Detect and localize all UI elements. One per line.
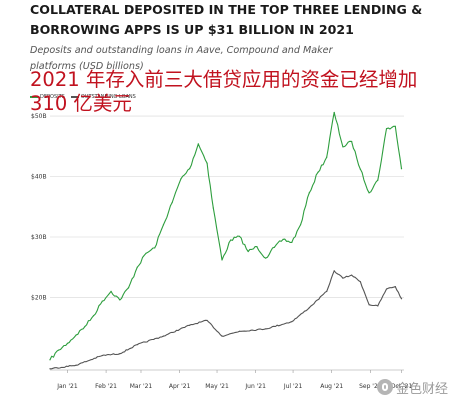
data-point-deposits: [394, 125, 396, 127]
y-tick-label: $50B: [31, 113, 47, 120]
data-point-deposits: [127, 287, 130, 289]
data-point-outstanding-loans: [400, 298, 403, 300]
data-point-deposits: [75, 334, 77, 336]
y-tick-label: $30B: [31, 234, 47, 241]
legend-swatch-deposits: [30, 96, 38, 98]
x-tick-label: Feb '21: [95, 383, 117, 390]
data-point-deposits: [333, 111, 335, 114]
data-point-deposits: [247, 250, 249, 253]
data-point-deposits: [400, 168, 403, 170]
data-point-deposits: [84, 325, 86, 328]
data-point-deposits: [385, 128, 388, 130]
data-point-deposits: [212, 207, 214, 209]
data-point-deposits: [110, 290, 112, 292]
data-point-outstanding-loans: [326, 290, 328, 292]
legend-item-deposits: DEPOSITS: [30, 94, 65, 100]
x-tick-label: Jun '21: [244, 383, 266, 390]
watermark-logo-icon: [376, 379, 393, 395]
data-point-deposits: [291, 241, 293, 244]
data-point-outstanding-loans: [308, 307, 310, 309]
data-point-deposits: [230, 239, 232, 241]
data-point-deposits: [136, 266, 138, 268]
data-point-deposits: [58, 349, 60, 351]
data-point-deposits: [49, 359, 51, 361]
data-point-deposits: [368, 192, 370, 194]
data-point-outstanding-loans: [291, 321, 293, 323]
x-tick-label: Aug '21: [320, 383, 343, 390]
data-point-deposits: [197, 143, 199, 145]
data-point-deposits: [171, 201, 173, 204]
data-point-outstanding-loans: [49, 368, 51, 370]
data-point-deposits: [282, 238, 284, 240]
data-point-outstanding-loans: [221, 335, 223, 337]
data-point-deposits: [162, 224, 165, 226]
data-point-outstanding-loans: [265, 328, 267, 330]
x-tick-label: Jan '21: [56, 383, 78, 390]
data-point-deposits: [256, 246, 258, 248]
data-point-deposits: [265, 257, 267, 259]
data-point-deposits: [273, 246, 275, 248]
data-point-outstanding-loans: [189, 324, 191, 326]
data-point-deposits: [238, 235, 241, 237]
data-point-outstanding-loans: [75, 364, 77, 366]
data-point-outstanding-loans: [238, 330, 241, 332]
series-line-deposits: [49, 111, 403, 361]
data-point-outstanding-loans: [119, 353, 121, 355]
data-point-deposits: [299, 224, 302, 226]
data-point-outstanding-loans: [368, 304, 370, 306]
data-point-deposits: [342, 146, 344, 148]
data-point-deposits: [221, 259, 223, 261]
data-point-outstanding-loans: [162, 335, 165, 337]
data-point-deposits: [206, 162, 208, 164]
data-point-deposits: [308, 192, 310, 194]
data-point-deposits: [145, 252, 147, 254]
y-tick-label: $20B: [31, 294, 47, 301]
grid-layer: [50, 115, 404, 298]
data-point-deposits: [351, 140, 353, 143]
y-tick-label: $40B: [31, 174, 47, 181]
data-point-deposits: [66, 342, 69, 344]
watermark: 金色财经: [376, 378, 448, 397]
x-tick-label: Mar '21: [130, 383, 153, 390]
data-point-deposits: [189, 168, 191, 170]
data-point-outstanding-loans: [333, 270, 335, 272]
data-point-outstanding-loans: [377, 305, 379, 307]
chart-legend: DEPOSITS OUTSTANDING LOANS: [30, 93, 136, 101]
legend-label-deposits: DEPOSITS: [40, 94, 65, 100]
legend-item-loans: OUTSTANDING LOANS: [70, 94, 136, 100]
overlay-caption: 2021 年存入前三大借贷应用的资金已经增加 310 亿美元: [30, 68, 418, 115]
x-tick-label: May '21: [205, 383, 229, 390]
data-point-deposits: [180, 178, 182, 180]
data-point-outstanding-loans: [342, 277, 344, 279]
x-axis: Jan '21 Feb '21 Mar '21 Apr '21 May '21 Jun '…: [50, 369, 413, 390]
x-tick-label: Apr '21: [169, 383, 191, 390]
data-point-deposits: [101, 300, 103, 302]
legend-swatch-loans: [70, 96, 79, 98]
x-tick-label: Oct '21: [391, 383, 413, 390]
data-point-deposits: [326, 156, 328, 158]
data-point-deposits: [119, 299, 121, 301]
legend-label-loans: OUTSTANDING LOANS: [80, 94, 136, 100]
chart-title: COLLATERAL DEPOSITED IN THE TOP THREE LE…: [30, 2, 423, 37]
data-point-deposits: [154, 247, 156, 249]
watermark-text: 金色财经: [395, 381, 448, 397]
data-point-deposits: [317, 171, 319, 173]
series-layer: [49, 111, 403, 370]
series-line-outstanding-loans: [49, 270, 403, 370]
data-point-deposits: [377, 179, 379, 181]
data-point-outstanding-loans: [394, 285, 396, 288]
data-point-outstanding-loans: [359, 281, 361, 283]
data-point-outstanding-loans: [351, 274, 353, 276]
data-point-deposits: [359, 168, 361, 170]
data-point-outstanding-loans: [136, 344, 138, 346]
x-tick-label: Jul '21: [283, 383, 303, 390]
chart-subtitle: Deposits and outstanding loans in Aave, …: [30, 45, 333, 72]
data-point-deposits: [93, 314, 95, 317]
y-axis: $20B $30B $40B $50B: [31, 113, 47, 301]
data-point-outstanding-loans: [101, 354, 103, 357]
data-point-outstanding-loans: [385, 288, 388, 290]
data-point-outstanding-loans: [206, 319, 208, 322]
x-tick-label: Sep '21: [359, 383, 382, 390]
